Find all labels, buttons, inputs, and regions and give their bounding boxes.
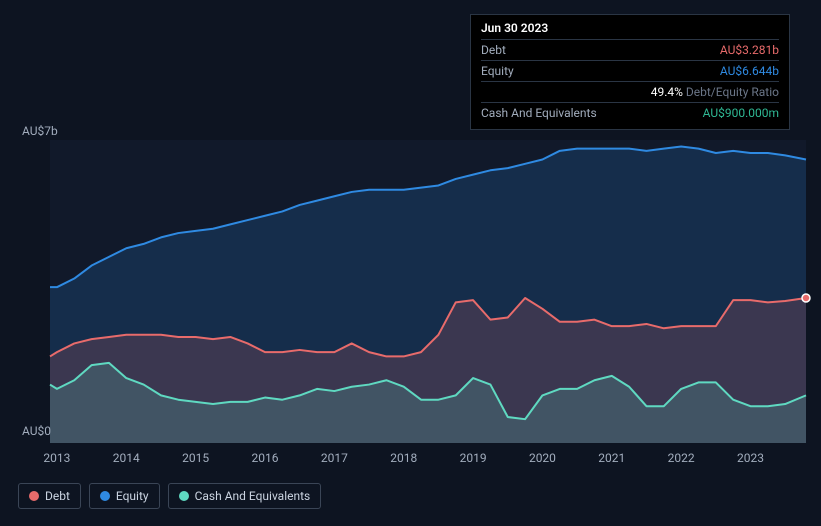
legend-item-equity[interactable]: Equity — [89, 483, 160, 509]
tooltip-equity-label: Equity — [481, 64, 514, 78]
legend-label: Debt — [45, 489, 70, 503]
x-axis-year: 2023 — [737, 451, 764, 465]
legend-label: Cash And Equivalents — [195, 489, 311, 503]
legend-swatch — [179, 491, 189, 501]
x-axis-year: 2014 — [113, 451, 140, 465]
y-axis-label-top: AU$7b — [22, 124, 58, 138]
chart-tooltip: Jun 30 2023 Debt AU$3.281b Equity AU$6.6… — [470, 14, 790, 130]
tooltip-ratio-text: Debt/Equity Ratio — [686, 85, 779, 99]
tooltip-row-debt: Debt AU$3.281b — [481, 40, 779, 61]
tooltip-cash-label: Cash And Equivalents — [481, 106, 597, 120]
x-axis-year: 2018 — [390, 451, 417, 465]
tooltip-cash-value: AU$900.000m — [703, 106, 779, 120]
x-axis-year: 2020 — [529, 451, 556, 465]
tooltip-equity-value: AU$6.644b — [720, 64, 779, 78]
legend-swatch — [29, 491, 39, 501]
legend-item-debt[interactable]: Debt — [18, 483, 81, 509]
tooltip-debt-label: Debt — [481, 43, 506, 57]
financials-area-chart: AU$7b AU$0 2013 2014 2015 2016 2017 2018 2019 2… — [0, 0, 821, 526]
x-axis-year: 2015 — [182, 451, 209, 465]
tooltip-ratio-value: 49.4% Debt/Equity Ratio — [651, 85, 779, 99]
legend-item-cash-and-equivalents[interactable]: Cash And Equivalents — [168, 483, 322, 509]
x-axis-year: 2013 — [43, 451, 70, 465]
tooltip-row-cash: Cash And Equivalents AU$900.000m — [481, 103, 779, 123]
tooltip-row-equity: Equity AU$6.644b — [481, 61, 779, 82]
y-axis-label-bottom: AU$0 — [22, 424, 51, 438]
chart-legend: Debt Equity Cash And Equivalents — [18, 483, 321, 509]
x-axis-year: 2016 — [252, 451, 279, 465]
tooltip-ratio-pct: 49.4% — [651, 85, 683, 99]
tooltip-row-ratio: 49.4% Debt/Equity Ratio — [481, 82, 779, 103]
legend-swatch — [100, 491, 110, 501]
x-axis-year: 2021 — [598, 451, 625, 465]
x-axis-year: 2017 — [321, 451, 348, 465]
x-axis-year: 2022 — [668, 451, 695, 465]
legend-label: Equity — [116, 489, 149, 503]
tooltip-date: Jun 30 2023 — [481, 21, 779, 40]
tooltip-debt-value: AU$3.281b — [720, 43, 779, 57]
x-axis-year: 2019 — [460, 451, 487, 465]
